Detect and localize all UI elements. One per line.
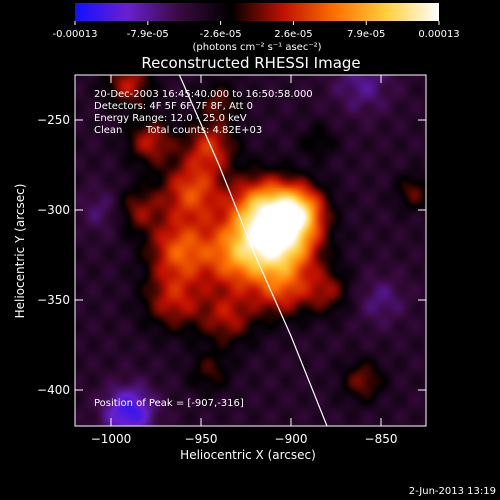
y-tick-label: −250 bbox=[37, 113, 70, 127]
x-tick-label: −950 bbox=[185, 432, 218, 446]
y-tick-label: −350 bbox=[37, 293, 70, 307]
annotation-time-range: 20-Dec-2003 16:45:40.000 to 16:50:58.000 bbox=[94, 89, 313, 100]
colorbar-tick-label: -7.9e-05 bbox=[127, 29, 169, 40]
annotation-total-counts: Total counts: 4.82E+03 bbox=[145, 125, 262, 136]
x-tick-label: −1000 bbox=[91, 432, 132, 446]
chart-title: Reconstructed RHESSI Image bbox=[141, 54, 360, 72]
colorbar: -0.00013 -7.9e-05 -2.6e-05 2.6e-05 7.9e-05 0.… bbox=[53, 3, 460, 53]
date-stamp: 2-Jun-2013 13:19 bbox=[409, 486, 496, 497]
colorbar-gradient bbox=[75, 3, 439, 21]
solar-limb-curve bbox=[178, 75, 328, 426]
colorbar-tick-label: -0.00013 bbox=[53, 29, 98, 40]
x-tick-label: −850 bbox=[365, 432, 398, 446]
annotations: 20-Dec-2003 16:45:40.000 to 16:50:58.000… bbox=[94, 89, 313, 409]
annotation-detectors: Detectors: 4F 5F 6F 7F 8F, Att 0 bbox=[94, 101, 253, 112]
colorbar-ticks: -0.00013 -7.9e-05 -2.6e-05 2.6e-05 7.9e-05 0.… bbox=[53, 21, 460, 40]
annotation-energy-range: Energy Range: 12.0 - 25.0 keV bbox=[94, 113, 247, 124]
colorbar-tick-label: 2.6e-05 bbox=[274, 29, 312, 40]
colorbar-tick-label: 7.9e-05 bbox=[347, 29, 385, 40]
plot-frame bbox=[74, 74, 427, 427]
colorbar-tick-label: 0.00013 bbox=[418, 29, 459, 40]
x-tick-label: −900 bbox=[275, 432, 308, 446]
y-axis-ticks: −250 −300 −350 −400 bbox=[37, 113, 426, 397]
y-tick-label: −300 bbox=[37, 203, 70, 217]
heatmap-image bbox=[75, 75, 426, 426]
annotation-peak-position: Position of Peak = [-907,-316] bbox=[94, 398, 244, 409]
colorbar-unit-label: (photons cm⁻² s⁻¹ asec⁻²) bbox=[192, 42, 321, 53]
x-axis-label: Heliocentric X (arcsec) bbox=[180, 448, 316, 462]
x-axis-ticks: −1000 −950 −900 −850 bbox=[91, 75, 398, 446]
colorbar-tick-label: -2.6e-05 bbox=[200, 29, 242, 40]
y-axis-label: Heliocentric Y (arcsec) bbox=[13, 184, 27, 319]
y-tick-label: −400 bbox=[37, 383, 70, 397]
annotation-clean: Clean bbox=[94, 125, 122, 136]
